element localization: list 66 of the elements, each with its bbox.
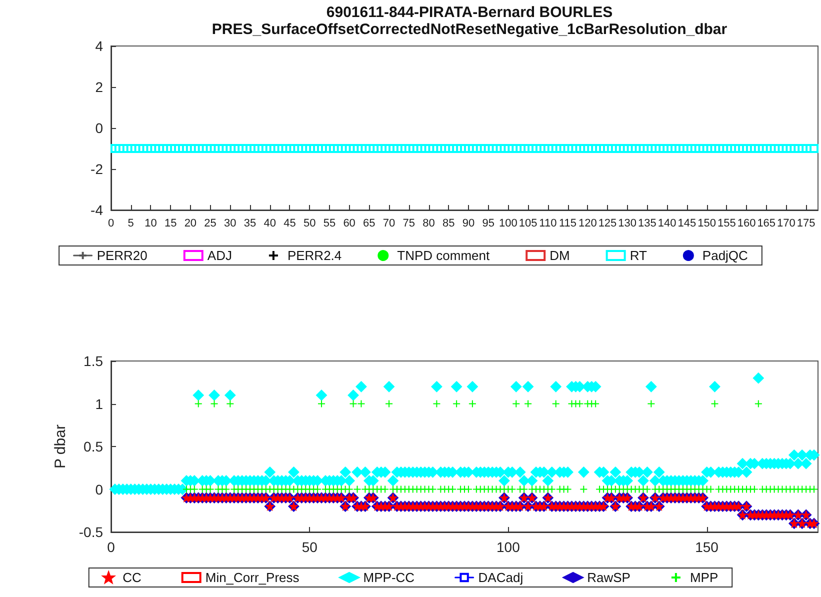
- legend-label: RawSP: [587, 570, 630, 585]
- y-tick-label: 1.5: [84, 353, 104, 369]
- x-tick-label: 50: [302, 539, 318, 555]
- y-tick-label: -4: [90, 202, 104, 218]
- x-tick-label: 65: [363, 218, 376, 230]
- x-tick-label: 35: [244, 218, 256, 230]
- x-tick-label: 115: [558, 218, 577, 230]
- x-tick-label: 105: [518, 218, 538, 230]
- x-tick-label: 0: [107, 539, 116, 555]
- x-tick-label: 30: [224, 218, 236, 230]
- x-tick-label: 85: [442, 218, 455, 230]
- x-tick-label: 130: [618, 218, 637, 230]
- chart-title: 6901611-844-PIRATA-Bernard BOURLES: [326, 4, 613, 21]
- x-tick-label: 100: [496, 539, 520, 555]
- x-tick-label: 135: [638, 218, 656, 230]
- x-tick-label: 150: [695, 539, 719, 555]
- x-tick-label: 175: [796, 218, 816, 230]
- x-tick-label: 10: [144, 218, 157, 230]
- legend-label: Min_Corr_Press: [205, 570, 300, 585]
- legend-label: DM: [550, 248, 570, 263]
- y-tick-label: 1: [95, 396, 104, 412]
- x-tick-label: 140: [658, 218, 676, 230]
- x-tick-label: 5: [128, 218, 134, 230]
- legend-label: MPP-CC: [363, 570, 415, 585]
- y-tick-label: -0.5: [78, 524, 104, 540]
- x-tick-label: 75: [402, 218, 416, 230]
- legend-label: PERR2.4: [287, 248, 342, 263]
- x-tick-label: 165: [757, 218, 776, 230]
- legend-label: MPP: [690, 570, 718, 585]
- x-tick-label: 155: [717, 218, 736, 230]
- x-tick-label: 55: [323, 218, 336, 230]
- x-tick-label: 70: [382, 218, 396, 230]
- y-tick-label: 0.5: [84, 438, 104, 454]
- y-tick-label: 4: [95, 38, 104, 54]
- legend-label: PERR20: [96, 248, 148, 263]
- x-tick-label: 95: [482, 218, 494, 230]
- x-tick-label: 145: [678, 218, 696, 230]
- x-tick-label: 100: [499, 218, 518, 230]
- x-tick-label: 120: [578, 218, 597, 230]
- y-tick-label: 0: [95, 120, 104, 136]
- y-tick-label: 2: [95, 79, 104, 95]
- chart-subtitle: PRES_SurfaceOffsetCorrectedNotResetNegative_1cBarResolution_dbar: [212, 21, 728, 38]
- x-tick-label: 45: [284, 218, 296, 230]
- x-tick-label: 40: [264, 218, 276, 230]
- x-tick-label: 25: [204, 218, 216, 230]
- x-tick-label: 20: [184, 218, 197, 230]
- x-tick-label: 150: [698, 218, 716, 230]
- x-tick-label: 0: [108, 218, 114, 230]
- x-tick-label: 110: [539, 218, 557, 230]
- x-tick-label: 50: [303, 218, 316, 230]
- legend-label: ADJ: [207, 248, 232, 263]
- x-tick-label: 90: [462, 218, 475, 230]
- x-tick-label: 15: [164, 218, 177, 230]
- legend-label: CC: [122, 570, 142, 585]
- x-tick-label: 160: [737, 218, 756, 230]
- legend-label: DACadj: [478, 570, 524, 585]
- y-axis-title: P dbar: [52, 424, 69, 468]
- x-tick-label: 80: [422, 218, 435, 230]
- x-tick-label: 60: [343, 218, 356, 230]
- x-tick-label: 125: [598, 218, 617, 230]
- legend-label: TNPD comment: [397, 248, 490, 263]
- legend-label: RT: [630, 248, 647, 263]
- x-tick-label: 170: [777, 218, 796, 230]
- y-tick-label: -2: [90, 161, 104, 177]
- legend-label: PadjQC: [702, 248, 748, 263]
- y-tick-label: 0: [95, 481, 104, 498]
